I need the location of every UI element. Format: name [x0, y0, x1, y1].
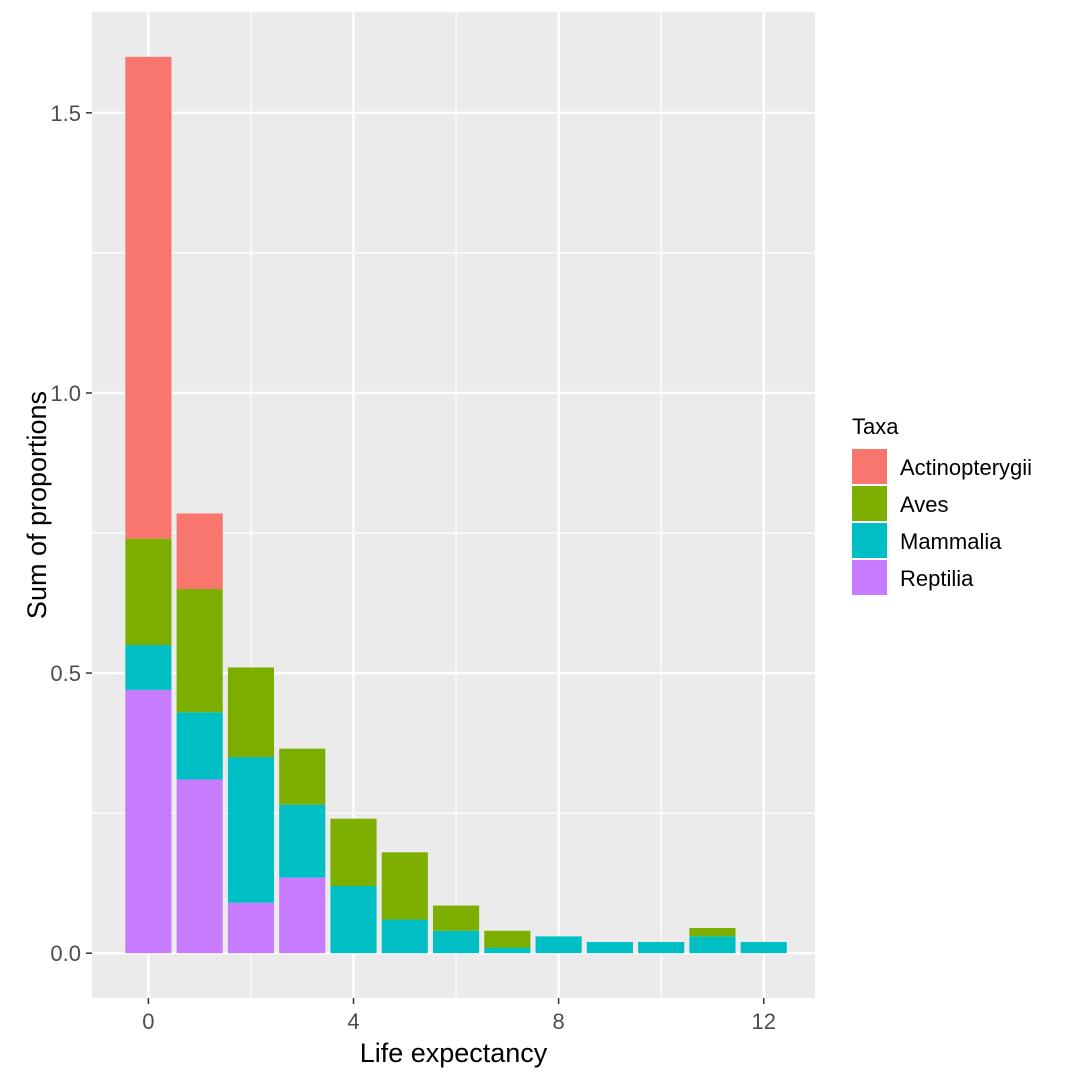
bar-segment-mammalia — [176, 712, 223, 780]
bar-segment-aves — [381, 852, 428, 920]
legend-swatch-mammalia — [852, 523, 887, 558]
legend-swatch-reptilia — [852, 560, 887, 595]
x-tick-label: 12 — [751, 1009, 775, 1034]
y-tick-label: 1.5 — [50, 101, 81, 126]
y-tick-label: 1.0 — [50, 381, 81, 406]
bar-segment-mammalia — [638, 941, 685, 954]
bar-segment-mammalia — [586, 941, 633, 954]
bar-segment-mammalia — [330, 885, 377, 954]
bar-segment-mammalia — [381, 919, 428, 954]
bar-segment-actinopterygii — [125, 56, 172, 539]
bar-segment-mammalia — [432, 930, 480, 954]
legend-title: Taxa — [852, 414, 899, 439]
bar-segment-aves — [330, 818, 377, 886]
y-tick-label: 0.0 — [50, 941, 81, 966]
bar-segment-aves — [689, 927, 736, 937]
legend-label-mammalia: Mammalia — [900, 529, 1002, 554]
bar-segment-mammalia — [740, 941, 787, 954]
y-axis: 0.0 0.5 1.0 1.5 — [50, 101, 92, 966]
bar-segment-mammalia — [689, 936, 736, 954]
bar-segment-aves — [125, 538, 172, 646]
x-tick-label: 0 — [142, 1009, 154, 1034]
legend: Taxa Actinopterygii Aves Mammalia Reptilia — [852, 414, 1032, 595]
legend-swatch-actinopterygii — [852, 449, 887, 484]
bar-segment-aves — [279, 748, 326, 805]
bar-segment-mammalia — [535, 936, 582, 954]
legend-label-aves: Aves — [900, 492, 949, 517]
legend-label-actinopterygii: Actinopterygii — [900, 455, 1032, 480]
legend-swatch-aves — [852, 486, 887, 521]
legend-label-reptilia: Reptilia — [900, 566, 974, 591]
x-tick-label: 4 — [347, 1009, 359, 1034]
bar-segment-reptilia — [176, 779, 223, 954]
bar-segment-aves — [484, 930, 531, 948]
bar-segment-reptilia — [279, 877, 326, 954]
bar-segment-mammalia — [484, 947, 531, 954]
bar-segment-actinopterygii — [176, 513, 223, 590]
bar-segment-mammalia — [227, 757, 275, 903]
bars — [125, 56, 787, 954]
bar-segment-mammalia — [279, 804, 326, 878]
bar-segment-reptilia — [125, 689, 172, 954]
x-tick-label: 8 — [552, 1009, 564, 1034]
y-axis-title: Sum of proportions — [22, 391, 52, 619]
bar-segment-aves — [432, 905, 480, 931]
bar-segment-mammalia — [125, 645, 172, 690]
bar-segment-aves — [227, 667, 275, 758]
x-axis-title: Life expectancy — [360, 1038, 548, 1068]
y-tick-label: 0.5 — [50, 661, 81, 686]
bar-segment-reptilia — [227, 902, 275, 954]
bar-segment-aves — [176, 589, 223, 713]
x-axis: 0 4 8 12 — [142, 998, 776, 1034]
